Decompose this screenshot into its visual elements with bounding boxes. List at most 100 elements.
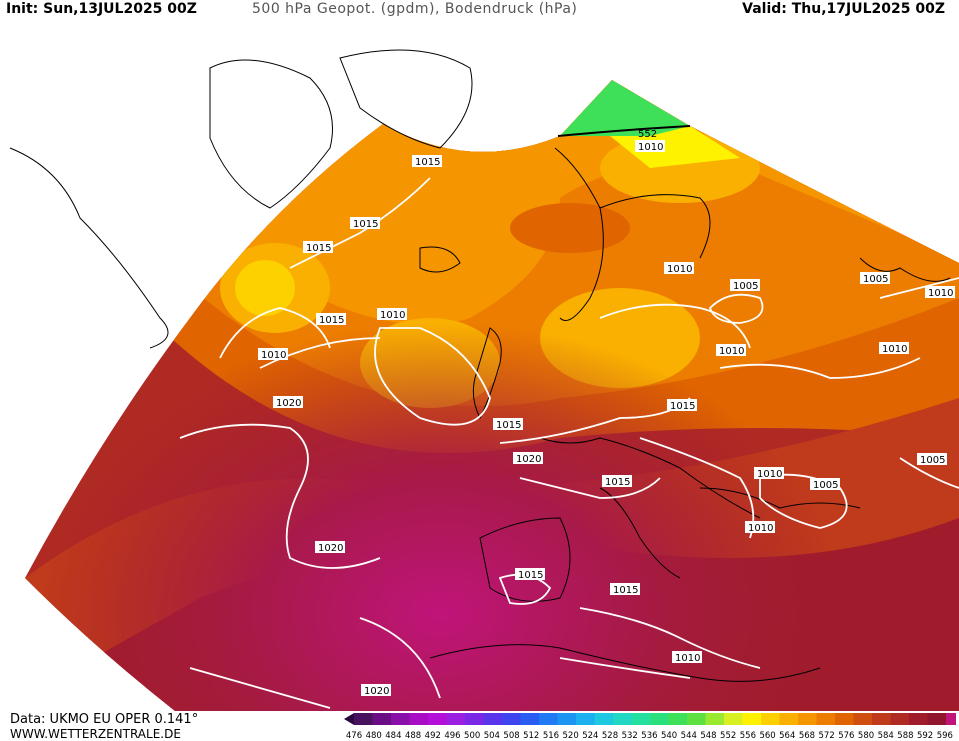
site-url: WWW.WETTERZENTRALE.DE <box>10 727 181 741</box>
isobar-label: 1010 <box>716 344 746 357</box>
svg-text:1010: 1010 <box>882 344 907 355</box>
legend-swatch <box>779 713 798 725</box>
legend-tick-label: 576 <box>838 731 854 740</box>
isobar-label: 1015 <box>303 241 333 254</box>
svg-text:1020: 1020 <box>318 543 343 554</box>
isobar-label: 1005 <box>810 478 840 491</box>
svg-text:1015: 1015 <box>605 477 630 488</box>
svg-text:1005: 1005 <box>920 455 945 466</box>
legend-swatch <box>909 713 928 725</box>
isobar-label: 1010 <box>635 140 665 153</box>
svg-text:1010: 1010 <box>675 653 700 664</box>
legend-swatch <box>409 713 428 725</box>
isobar-label: 1015 <box>316 313 346 326</box>
svg-text:1005: 1005 <box>733 281 758 292</box>
legend-tick-label: 492 <box>425 731 441 740</box>
isobar-labels: 1015 1015 1015 1015 1010 1010 1010 1010 … <box>258 140 955 697</box>
isobar-lines <box>179 177 959 709</box>
svg-text:1010: 1010 <box>748 523 773 534</box>
svg-text:1015: 1015 <box>670 401 695 412</box>
legend-tick-label: 556 <box>740 731 756 740</box>
svg-text:1010: 1010 <box>757 469 782 480</box>
legend-tick-label: 480 <box>366 731 382 740</box>
legend-tick-label: 504 <box>484 731 500 740</box>
isobar-label: 1020 <box>361 684 391 697</box>
legend-swatch <box>927 713 946 725</box>
legend-swatch <box>650 713 669 725</box>
contour-552-line <box>557 125 691 137</box>
legend-swatch <box>446 713 465 725</box>
legend-tick-label: 568 <box>799 731 815 740</box>
legend-swatch <box>631 713 650 725</box>
legend-tick-label: 512 <box>523 731 539 740</box>
legend-tick-label: 500 <box>464 731 480 740</box>
legend-tick-label: 476 <box>346 731 362 740</box>
legend-swatch <box>354 713 373 725</box>
legend-swatch <box>557 713 576 725</box>
legend-tick-label: 488 <box>405 731 421 740</box>
legend-tick-label: 528 <box>602 731 618 740</box>
isobar-label: 1015 <box>667 399 697 412</box>
isobar-label: 1010 <box>754 467 784 480</box>
legend-swatch <box>798 713 817 725</box>
legend-swatch <box>594 713 613 725</box>
legend-swatch <box>520 713 539 725</box>
svg-text:1015: 1015 <box>319 315 344 326</box>
isobar-label: 1015 <box>493 418 523 431</box>
legend-tick-label: 524 <box>582 731 598 740</box>
legend-swatch <box>853 713 872 725</box>
legend-arrow-low <box>344 713 354 725</box>
legend-tick-label: 560 <box>759 731 775 740</box>
legend-tick-label: 596 <box>937 731 953 740</box>
isobar-label: 1015 <box>412 155 442 168</box>
legend-swatch <box>761 713 780 725</box>
legend-swatch <box>705 713 724 725</box>
legend-tick-label: 592 <box>917 731 933 740</box>
legend-tick-label: 540 <box>661 731 677 740</box>
isobar-label: 1010 <box>377 308 407 321</box>
init-time: Init: Sun,13JUL2025 00Z <box>6 1 197 17</box>
isobar-label: 1010 <box>745 521 775 534</box>
legend-tick-label: 536 <box>641 731 657 740</box>
legend-swatch <box>502 713 521 725</box>
legend-tick-label: 564 <box>779 731 795 740</box>
legend-swatch <box>816 713 835 725</box>
data-source: Data: UKMO EU OPER 0.141° <box>10 712 199 727</box>
legend-swatch <box>742 713 761 725</box>
svg-text:1015: 1015 <box>353 219 378 230</box>
legend-swatch <box>872 713 891 725</box>
svg-text:1010: 1010 <box>380 310 405 321</box>
legend-swatch <box>465 713 484 725</box>
legend-tick-label: 532 <box>622 731 638 740</box>
color-legend: 476 480 484 488 492 496 500 504 508 512 516 520 524 5… <box>344 713 956 740</box>
valid-time: Valid: Thu,17JUL2025 00Z <box>742 1 945 17</box>
svg-text:1010: 1010 <box>719 346 744 357</box>
header-bar: Init: Sun,13JUL2025 00Z 500 hPa Geopot. … <box>0 0 959 18</box>
isobar-label: 1010 <box>879 342 909 355</box>
svg-text:1020: 1020 <box>276 398 301 409</box>
legend-tick-label: 580 <box>858 731 874 740</box>
svg-text:1005: 1005 <box>813 480 838 491</box>
svg-text:1010: 1010 <box>928 288 953 299</box>
isobar-label: 1015 <box>515 568 545 581</box>
svg-text:1005: 1005 <box>863 274 888 285</box>
legend-tick-label: 496 <box>444 731 460 740</box>
contour-552-label: 552 <box>638 129 657 140</box>
isobar-label: 1020 <box>273 396 303 409</box>
legend-swatch <box>372 713 391 725</box>
legend-swatch <box>724 713 743 725</box>
legend-swatch <box>483 713 502 725</box>
legend-tick-label: 508 <box>503 731 519 740</box>
svg-text:1015: 1015 <box>415 157 440 168</box>
svg-text:1010: 1010 <box>667 264 692 275</box>
legend-swatch <box>539 713 558 725</box>
forecast-map: 552 1015 <box>9 49 959 711</box>
legend-tick-label: 520 <box>563 731 579 740</box>
coastlines <box>9 49 951 682</box>
legend-swatch <box>890 713 909 725</box>
isobar-label: 1010 <box>672 651 702 664</box>
legend-swatch <box>613 713 632 725</box>
legend-tick-label: 584 <box>878 731 894 740</box>
isobar-label: 1005 <box>860 272 890 285</box>
legend-tick-label: 588 <box>897 731 913 740</box>
